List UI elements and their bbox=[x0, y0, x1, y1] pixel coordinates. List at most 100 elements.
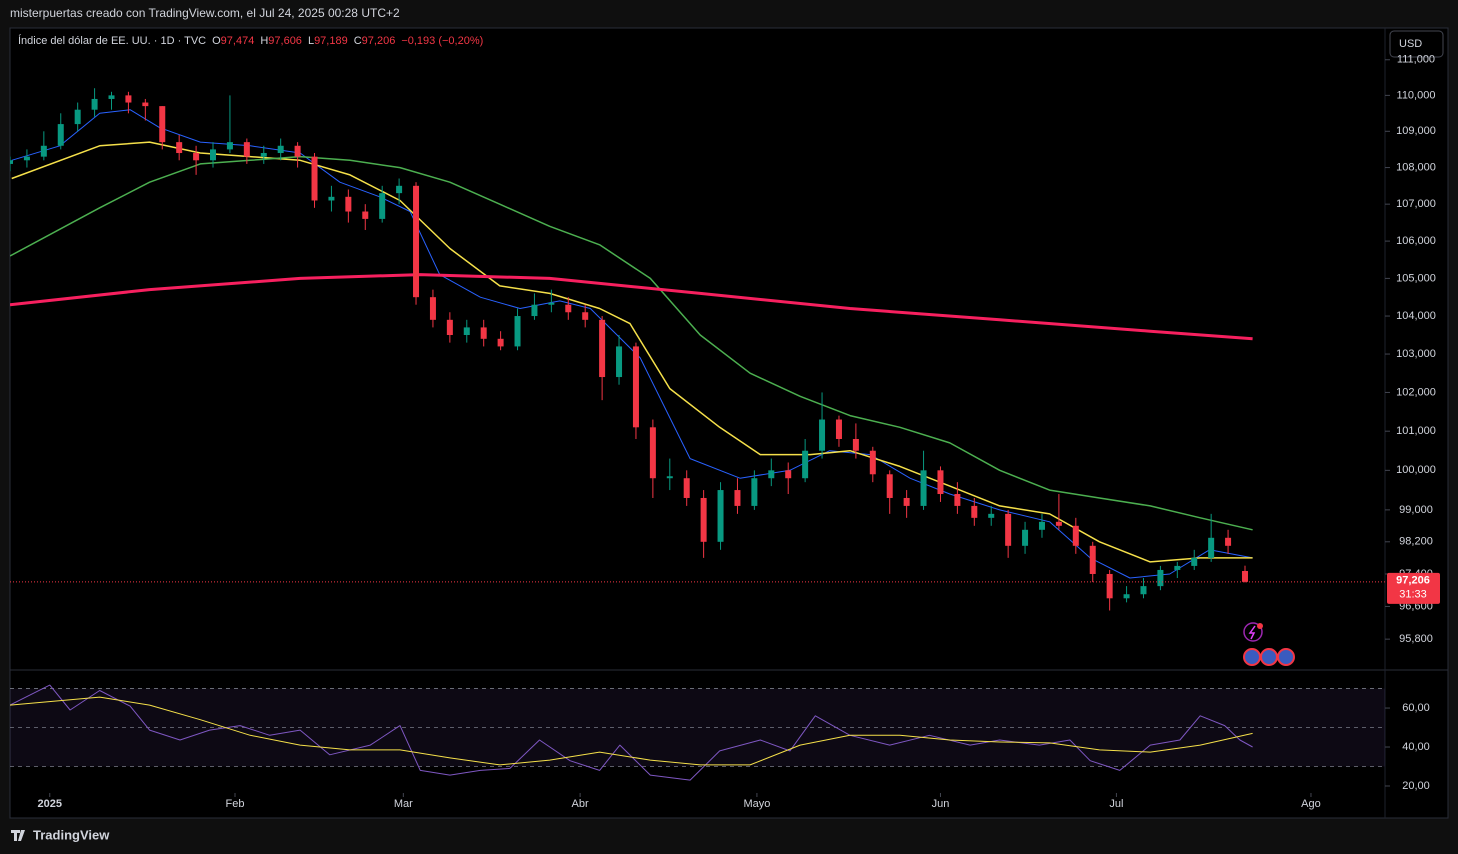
candle-body bbox=[210, 149, 217, 161]
candle-body bbox=[869, 450, 876, 475]
candle-body bbox=[10, 160, 13, 164]
candle-body bbox=[243, 142, 250, 157]
y-tick-label: 100,000 bbox=[1396, 464, 1436, 476]
candle-body bbox=[159, 106, 166, 143]
currency[interactable]: USD bbox=[1399, 38, 1422, 50]
candle-body bbox=[616, 346, 623, 378]
y-tick-label: 110,000 bbox=[1397, 89, 1436, 101]
candle-body bbox=[768, 470, 775, 479]
flag-icon[interactable] bbox=[1277, 648, 1295, 666]
candle-body bbox=[734, 490, 741, 506]
ohlc-value: 97,474 bbox=[221, 35, 255, 47]
candle-body bbox=[1241, 570, 1248, 582]
last-price-label: 97,206 bbox=[1396, 575, 1430, 587]
candle-body bbox=[446, 319, 453, 336]
event-icons bbox=[1243, 622, 1295, 666]
candle-body bbox=[565, 304, 572, 313]
candle-body bbox=[1225, 537, 1232, 546]
candle-body bbox=[886, 474, 893, 498]
candle-body bbox=[23, 156, 30, 161]
candle-body bbox=[548, 302, 555, 305]
symbol-legend: Índice del dólar de EE. UU. · 1D · TVC O9… bbox=[18, 34, 483, 47]
candle-body bbox=[852, 438, 859, 451]
candle-body bbox=[785, 470, 792, 479]
candle-body bbox=[1208, 537, 1215, 558]
candle-body bbox=[108, 95, 115, 99]
axes: 111,000 110,000 109,000 108,000 107,000 106,0… bbox=[38, 54, 1440, 810]
candle-body bbox=[260, 153, 267, 157]
candle-body bbox=[903, 497, 910, 506]
y-tick-label: 104,000 bbox=[1396, 310, 1436, 322]
candle-body bbox=[582, 312, 589, 320]
y-tick-label: 111,000 bbox=[1397, 54, 1435, 66]
event-icon[interactable] bbox=[1243, 622, 1263, 642]
footer-logo: TradingView bbox=[33, 827, 110, 842]
lightning bbox=[1248, 625, 1256, 640]
indicator-line bbox=[10, 155, 1253, 531]
candle-body bbox=[632, 346, 639, 428]
y-tick-label: 99,000 bbox=[1399, 504, 1433, 516]
x-tick-label: 2025 bbox=[38, 798, 62, 810]
candle-body bbox=[396, 185, 403, 194]
y-tick-label: 103,000 bbox=[1396, 348, 1436, 360]
candle-body bbox=[74, 109, 81, 125]
footer: TradingView bbox=[11, 827, 110, 842]
candle-body bbox=[920, 470, 927, 506]
candle-body bbox=[1005, 513, 1012, 546]
indicator-line bbox=[11, 141, 1253, 563]
x-tick-label: Abr bbox=[572, 798, 589, 810]
candle-body bbox=[531, 304, 538, 317]
candle-body bbox=[988, 513, 995, 518]
countdown: 31:33 bbox=[1399, 589, 1427, 601]
candle-body bbox=[125, 95, 132, 103]
y-tick-label: 107,000 bbox=[1396, 198, 1436, 210]
ohlc-value: 97,189 bbox=[314, 35, 348, 47]
indicator-line bbox=[11, 109, 1253, 579]
candle-body bbox=[514, 316, 521, 347]
price-pane bbox=[10, 88, 1385, 611]
y-tick-label: 20,00 bbox=[1402, 780, 1430, 792]
candle-body bbox=[1038, 521, 1045, 530]
flag-icon[interactable] bbox=[1243, 648, 1261, 666]
indicator-line bbox=[10, 273, 1253, 341]
candle-body bbox=[497, 338, 504, 347]
change: −0,193 (−0,20%) bbox=[401, 35, 483, 47]
last-price-box bbox=[1387, 572, 1440, 604]
flag-icon[interactable] bbox=[1260, 648, 1278, 666]
x-tick-label: Mayo bbox=[743, 798, 770, 810]
candle-body bbox=[971, 505, 978, 518]
caption: misterpuertas creado con TradingView.com… bbox=[10, 6, 400, 20]
candle-body bbox=[328, 196, 335, 201]
candle-body bbox=[666, 476, 673, 479]
ohlc-key: O bbox=[212, 35, 221, 47]
y-tick-label: 95,800 bbox=[1399, 633, 1433, 645]
candle-body bbox=[226, 142, 233, 150]
candle-body bbox=[683, 478, 690, 498]
y-tick-label: 102,000 bbox=[1396, 386, 1436, 398]
candle-body bbox=[379, 193, 386, 219]
x-tick-label: Mar bbox=[394, 798, 413, 810]
candle-body bbox=[176, 142, 183, 154]
candle-body bbox=[142, 102, 149, 107]
ohlc-key: H bbox=[260, 35, 268, 47]
candle-body bbox=[1089, 545, 1096, 574]
candle-body bbox=[1123, 594, 1130, 599]
currency-button[interactable] bbox=[1389, 30, 1444, 58]
y-tick-label: 106,000 bbox=[1396, 235, 1436, 247]
x-tick-label: Jul bbox=[1109, 798, 1123, 810]
candle-body bbox=[277, 145, 284, 154]
ohlc-value: 97,206 bbox=[362, 35, 396, 47]
candle-body bbox=[91, 98, 98, 110]
candle-body bbox=[1191, 557, 1198, 566]
candle-body bbox=[413, 185, 420, 298]
candle-body bbox=[480, 327, 487, 339]
candle-body bbox=[717, 490, 724, 542]
candle-body bbox=[311, 156, 318, 201]
candle-body bbox=[937, 470, 944, 495]
candle-body bbox=[193, 153, 200, 161]
y-tick-label: 108,000 bbox=[1396, 161, 1436, 173]
symbol: Índice del dólar de EE. UU. · 1D · TVC bbox=[18, 34, 206, 47]
candle-body bbox=[1140, 586, 1147, 595]
candle-body bbox=[57, 124, 64, 146]
